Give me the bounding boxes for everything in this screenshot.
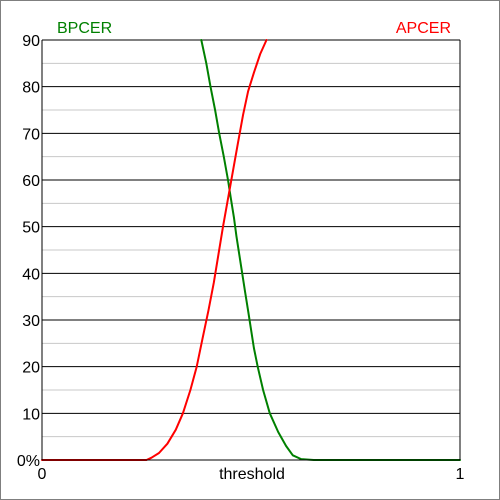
x-tick-label-end: 1	[456, 466, 465, 483]
legend-bpcer: BPCER	[57, 20, 112, 37]
y-tick-label: 30	[22, 313, 40, 330]
x-tick-label-start: 0	[38, 466, 47, 483]
y-tick-label: 70	[22, 126, 40, 143]
series-line-bpcer	[200, 39, 461, 461]
series-line-apcer	[41, 39, 268, 461]
minor-grid	[42, 62, 460, 438]
legend-apcer: APCER	[396, 20, 451, 37]
y-tick-label: 0%	[17, 453, 40, 470]
y-tick-label: 20	[22, 360, 40, 377]
y-tick-label: 10	[22, 406, 40, 423]
major-grid	[42, 39, 460, 414]
axes	[41, 40, 461, 461]
y-tick-label: 50	[22, 220, 40, 237]
y-tick-label: 80	[22, 80, 40, 97]
y-tick-label: 90	[22, 33, 40, 50]
y-tick-label: 40	[22, 266, 40, 283]
series-layer	[41, 39, 461, 461]
x-axis-label: threshold	[219, 466, 285, 483]
y-tick-labels: 0% 10 20 30 40 50 60 70 80 90	[17, 33, 40, 470]
y-tick-label: 60	[22, 173, 40, 190]
